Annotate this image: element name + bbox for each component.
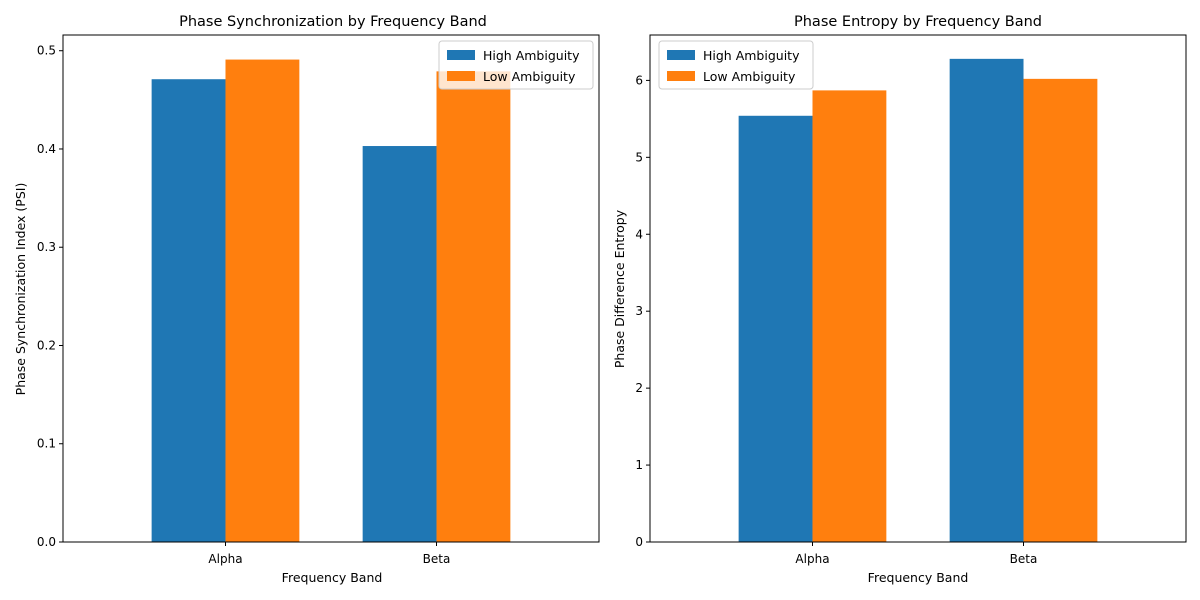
y-tick-label: 4 xyxy=(635,227,643,241)
legend: High Ambiguity Low Ambiguity xyxy=(658,40,814,90)
x-tick-label: Beta xyxy=(1010,552,1038,566)
legend-swatch xyxy=(447,50,475,60)
y-tick-label: 0.5 xyxy=(37,44,56,58)
plot-frame xyxy=(62,34,600,543)
bar-alpha-low-ambiguity xyxy=(225,59,300,542)
plot-frame xyxy=(649,34,1187,543)
y-axis-label: Phase Synchronization Index (PSI) xyxy=(13,183,28,396)
legend-label: High Ambiguity xyxy=(703,48,800,63)
legend-swatch xyxy=(447,71,475,81)
x-tick-label: Alpha xyxy=(795,552,829,566)
y-tick-label: 0.0 xyxy=(37,535,56,549)
y-tick-label: 0.2 xyxy=(37,338,56,352)
y-tick-label: 2 xyxy=(635,381,643,395)
x-ticks: Alpha Beta xyxy=(208,542,450,566)
bar-alpha-high-ambiguity xyxy=(738,115,813,542)
y-ticks: 0 1 2 3 4 5 6 xyxy=(635,73,650,549)
bar-beta-high-ambiguity xyxy=(949,58,1024,543)
y-tick-label: 0.1 xyxy=(37,437,56,451)
legend-frame xyxy=(658,40,814,90)
legend-frame xyxy=(438,40,594,90)
bar-beta-high-ambiguity xyxy=(362,146,437,543)
chart-title: Phase Synchronization by Frequency Band xyxy=(179,14,487,30)
y-axis-label: Phase Difference Entropy xyxy=(612,209,627,368)
bars-layer xyxy=(151,59,511,543)
legend-label: Low Ambiguity xyxy=(703,69,796,84)
y-ticks: 0.0 0.1 0.2 0.3 0.4 0.5 xyxy=(37,44,63,549)
x-tick-label: Beta xyxy=(423,552,451,566)
chart-title: Phase Entropy by Frequency Band xyxy=(794,14,1042,30)
y-tick-label: 6 xyxy=(635,73,643,87)
legend-swatch xyxy=(667,71,695,81)
legend: High Ambiguity Low Ambiguity xyxy=(438,40,594,90)
chart-entropy: Phase Entropy by Frequency Band 0123456 … xyxy=(612,14,1187,585)
bar-beta-low-ambiguity xyxy=(1023,78,1098,542)
y-tick-label: 5 xyxy=(635,150,643,164)
bar-alpha-low-ambiguity xyxy=(812,90,887,543)
y-tick-label: 0.4 xyxy=(37,142,56,156)
chart-psi: Phase Synchronization by Frequency Band … xyxy=(13,14,600,585)
y-tick-label: 0.3 xyxy=(37,240,56,254)
bar-alpha-high-ambiguity xyxy=(151,79,226,542)
bar-beta-low-ambiguity xyxy=(436,71,511,543)
legend-label: Low Ambiguity xyxy=(483,69,576,84)
y-tick-label: 3 xyxy=(635,304,643,318)
y-tick-label: 0 xyxy=(635,535,643,549)
y-tick-label: 1 xyxy=(635,458,643,472)
legend-label: High Ambiguity xyxy=(483,48,580,63)
x-ticks: Alpha Beta xyxy=(795,542,1037,566)
x-axis-label: Frequency Band xyxy=(282,570,383,585)
x-tick-label: Alpha xyxy=(208,552,242,566)
bars-layer xyxy=(738,58,1098,543)
x-axis-label: Frequency Band xyxy=(868,570,969,585)
legend-swatch xyxy=(667,50,695,60)
